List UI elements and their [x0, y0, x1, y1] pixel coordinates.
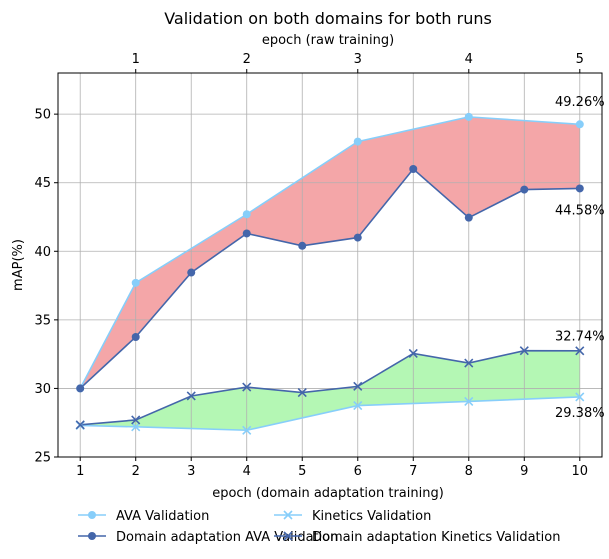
data-point: [575, 346, 585, 356]
data-point: [464, 396, 474, 407]
data-point: [131, 422, 141, 432]
data-point: [75, 420, 85, 430]
x-tick-label: 9: [520, 464, 528, 479]
data-point: [131, 333, 140, 341]
top-tick-label: 3: [354, 52, 362, 67]
legend-marker: [88, 511, 96, 519]
legend-item: Domain adaptation AVA Validation: [78, 530, 338, 545]
data-point: [353, 137, 362, 146]
data-point: [297, 387, 307, 398]
top-tick-label: 1: [132, 52, 140, 67]
data-point: [353, 233, 362, 242]
legend-marker: [88, 532, 96, 540]
annotation-label: 32.74%: [555, 329, 605, 344]
legend-item: Kinetics Validation: [274, 509, 431, 524]
top-tick-label: 5: [576, 52, 584, 67]
data-point: [242, 229, 251, 238]
data-point: [575, 120, 584, 129]
series-line-1: [79, 116, 580, 389]
annotation-label: 49.26%: [555, 95, 605, 110]
x-tick-label: 6: [354, 464, 362, 479]
x-tick-label: 4: [243, 464, 251, 479]
series-lines: [79, 116, 580, 432]
data-point: [408, 348, 418, 359]
top-tick-label: 2: [243, 52, 251, 67]
data-point: [242, 425, 252, 435]
x-tick-label: 3: [187, 464, 195, 479]
y-tick-label: 35: [34, 313, 51, 328]
y-tick-label: 50: [34, 108, 51, 123]
series-line-4: [80, 349, 580, 426]
y-axis-label: mAP(%): [11, 239, 26, 291]
x-tick-label: 2: [132, 464, 140, 479]
x-tick-label: 1: [76, 464, 84, 479]
data-point: [187, 268, 196, 277]
data-point: [464, 358, 474, 368]
fill-region-2: [80, 350, 580, 431]
data-point: [575, 392, 585, 402]
data-point: [131, 415, 141, 425]
legend: AVA Validation Kinetics Validation Domain …: [78, 509, 560, 545]
y-tick-label: 25: [34, 451, 51, 466]
x-tick-label: 10: [572, 464, 589, 479]
data-point: [353, 401, 363, 411]
x-tick-label: 8: [465, 464, 473, 479]
data-point: [575, 184, 584, 193]
chart-title: Validation on both domains for both runs: [164, 9, 492, 28]
data-point: [409, 165, 418, 173]
x-tick-label: 5: [298, 464, 306, 479]
data-point: [242, 210, 251, 219]
data-point: [353, 381, 363, 391]
data-point: [520, 185, 529, 194]
fill-region-1: [80, 116, 580, 389]
annotations: 49.26% 44.58% 32.74% 29.38%: [555, 95, 605, 421]
legend-item: AVA Validation: [78, 509, 209, 524]
data-point: [242, 382, 252, 392]
y-tick-label: 40: [34, 245, 51, 260]
data-point: [464, 112, 473, 121]
series-line-2: [80, 396, 580, 432]
top-axis-label: epoch (raw training): [262, 33, 394, 48]
series-markers: [75, 112, 585, 435]
legend-label: Kinetics Validation: [312, 509, 431, 524]
series-line-3: [79, 167, 580, 390]
x-axis-label: epoch (domain adaptation training): [212, 486, 444, 501]
data-point: [298, 241, 307, 250]
legend-label: Domain adaptation AVA Validation: [116, 530, 338, 545]
data-point: [76, 384, 85, 393]
top-tick-label: 4: [465, 52, 473, 67]
x-tick-label: 7: [409, 464, 417, 479]
data-point: [131, 278, 140, 287]
legend-label: Domain adaptation Kinetics Validation: [312, 530, 560, 545]
y-tick-label: 30: [34, 382, 51, 397]
legend-marker: [283, 510, 293, 520]
fill-regions: [80, 116, 580, 431]
legend-marker: [283, 531, 293, 541]
y-tick-label: 45: [34, 176, 51, 191]
data-point: [519, 346, 529, 356]
data-point: [186, 391, 196, 401]
legend-item: Domain adaptation Kinetics Validation: [274, 530, 560, 545]
plot-frame: [57, 72, 603, 458]
top-axis: 1 2 3 4 5: [132, 52, 584, 73]
bottom-axis: 1 2 3 4 5 6 7 8 9 10: [76, 457, 588, 479]
data-point: [464, 213, 473, 222]
left-axis: 25 30 35 40 45 50: [34, 108, 58, 466]
annotation-label: 44.58%: [555, 203, 605, 218]
legend-label: AVA Validation: [116, 509, 209, 524]
annotation-label: 29.38%: [555, 406, 605, 421]
